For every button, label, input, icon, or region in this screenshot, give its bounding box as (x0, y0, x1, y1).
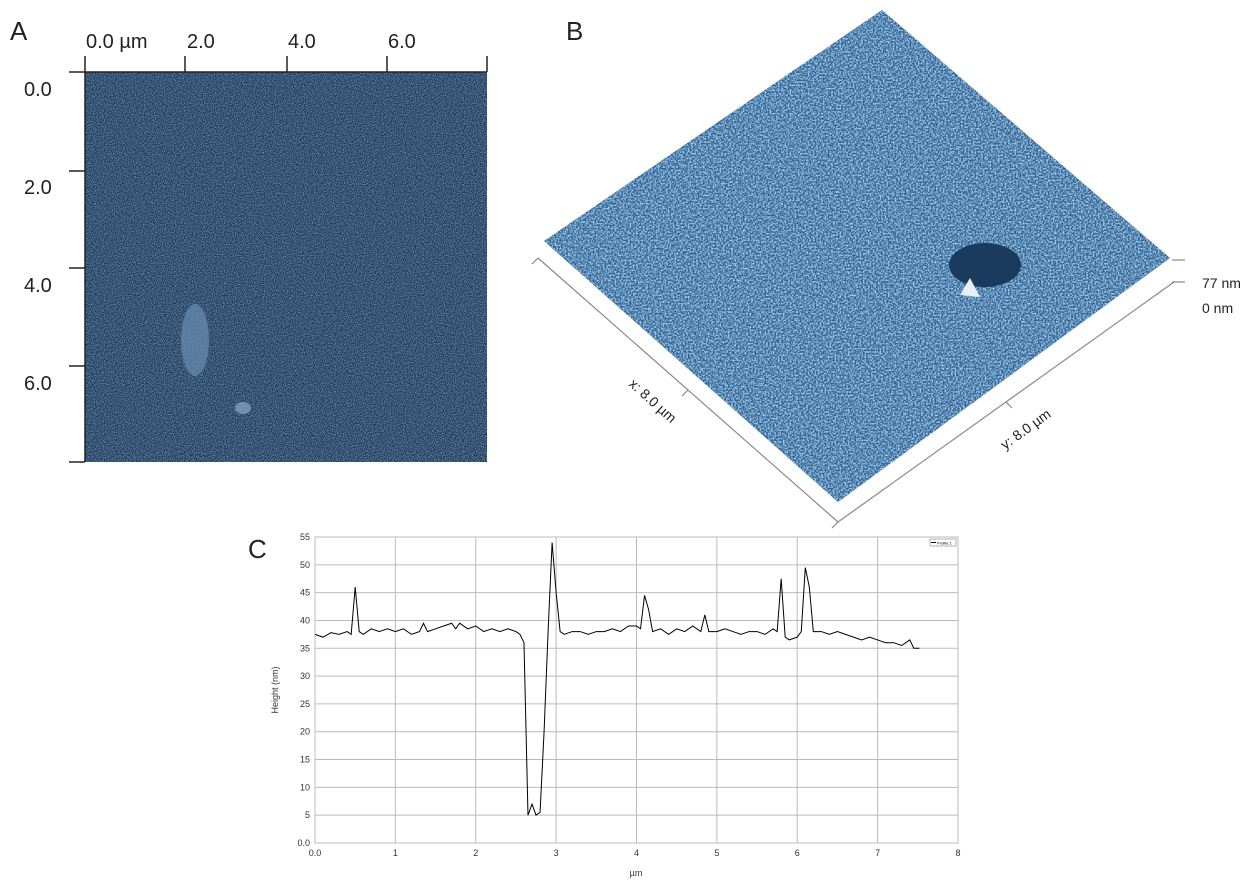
y-tick-label: 50 (300, 560, 310, 570)
afm-3d-texture (544, 10, 1170, 502)
tick-label: 0.0 (24, 79, 52, 101)
x-tick-label: 0.0 (309, 848, 322, 858)
afm-feature (960, 278, 980, 297)
tick-label: 6.0 (388, 31, 416, 53)
panel-label: B (566, 16, 583, 46)
x-tick-label: 2 (473, 848, 478, 858)
afm-texture (85, 72, 487, 462)
x-axis-label: µm (630, 868, 643, 878)
axes-b (531, 257, 1185, 529)
afm-feature (181, 304, 209, 376)
legend-box (929, 538, 957, 547)
line-chart: 0.0 1 2 3 4 5 6 7 80.0510152025303540455055Profi… (297, 532, 960, 858)
y-axis-label: Height (nm) (270, 666, 280, 713)
tick-label: 4.0 (288, 31, 316, 53)
tick-label: 2.0 (24, 177, 52, 199)
x-tick-label: 5 (714, 848, 719, 858)
y-tick-label: 40 (300, 615, 310, 625)
afm-feature (235, 402, 251, 414)
x-tick-label: 7 (875, 848, 880, 858)
tick-label: 2.0 (187, 31, 215, 53)
y-tick-label: 20 (300, 727, 310, 737)
x-tick-label: 8 (955, 848, 960, 858)
axis-label: y: 8.0 µm (997, 405, 1053, 452)
z-label: 0 nm (1202, 300, 1233, 316)
y-tick-label: 10 (300, 782, 310, 792)
x-tick-label: 1 (393, 848, 398, 858)
tick-label: 6.0 (24, 373, 52, 395)
y-tick-label: 55 (300, 532, 310, 542)
axis-label: x: 8.0 µm (626, 375, 680, 426)
axes-a (69, 56, 488, 463)
tick-label: 0.0 µm (86, 31, 148, 53)
y-tick-label: 25 (300, 699, 310, 709)
y-tick-label: 30 (300, 671, 310, 681)
x-tick-label: 4 (634, 848, 639, 858)
afm-feature (949, 243, 1021, 287)
line-series (314, 542, 920, 816)
y-tick-label: 35 (300, 643, 310, 653)
panel-label: C (248, 534, 267, 564)
y-tick-label: 45 (300, 588, 310, 598)
x-tick-label: 3 (554, 848, 559, 858)
y-tick-label: 5 (305, 810, 310, 820)
tick-label: 4.0 (24, 275, 52, 297)
legend-label: Profile 1 (937, 541, 952, 546)
y-tick-label: 0.0 (297, 838, 310, 848)
z-label: 77 nm (1202, 275, 1241, 291)
x-tick-label: 6 (795, 848, 800, 858)
y-tick-label: 15 (300, 755, 310, 765)
panel-label: A (10, 16, 28, 46)
